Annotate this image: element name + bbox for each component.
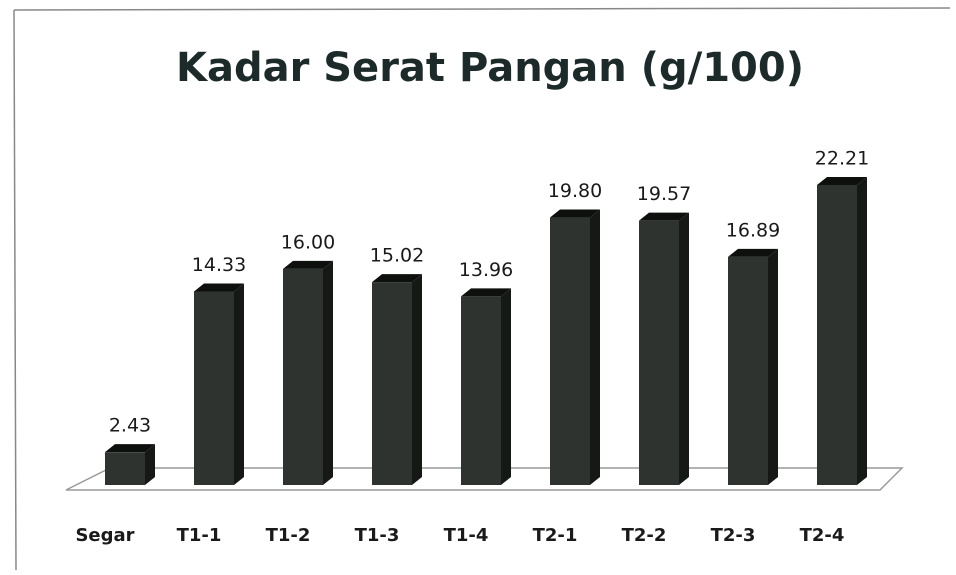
bar [105, 452, 145, 485]
frame-left [13, 9, 17, 571]
x-tick-label: T1-3 [355, 525, 400, 546]
bar [461, 296, 501, 485]
bar-side [590, 209, 600, 485]
bar-top [283, 260, 333, 269]
x-tick-label: T2-4 [800, 525, 845, 546]
floor [65, 467, 904, 491]
x-tick-label: T1-1 [177, 525, 222, 546]
bar-top [550, 209, 600, 218]
bar-top [639, 212, 689, 221]
value-label: 16.00 [281, 231, 335, 253]
x-tick-label: T2-1 [533, 525, 578, 546]
value-label: 14.33 [192, 254, 246, 276]
bar-top [194, 283, 244, 292]
x-tick-label: T2-3 [711, 525, 756, 546]
value-label: 15.02 [370, 245, 424, 267]
bar-side [323, 260, 333, 485]
bar-top [372, 274, 422, 283]
bar-side [412, 274, 422, 485]
bar-top [728, 248, 778, 257]
bar [817, 185, 857, 485]
bar [728, 256, 768, 485]
bar-side [234, 283, 244, 485]
value-label: 19.57 [637, 183, 691, 205]
value-label: 16.89 [726, 219, 780, 241]
value-label: 22.21 [815, 148, 869, 170]
x-tick-label: Segar [75, 525, 134, 546]
bar [194, 291, 234, 485]
bar [639, 220, 679, 485]
bar [283, 268, 323, 485]
frame-top [13, 7, 951, 11]
bar [550, 217, 590, 485]
bar-side [857, 177, 867, 485]
bar [372, 282, 412, 485]
bar-side [679, 212, 689, 485]
bar-top [461, 288, 511, 297]
value-label: 13.96 [459, 259, 513, 281]
bar-top [105, 444, 155, 453]
x-tick-label: T1-2 [266, 525, 311, 546]
x-tick-label: T1-4 [444, 525, 489, 546]
x-tick-label: T2-2 [622, 525, 667, 546]
bar-side [768, 248, 778, 485]
value-label: 19.80 [548, 180, 602, 202]
bar-top [817, 177, 867, 185]
value-label: 2.43 [109, 415, 151, 437]
bar-side [145, 444, 155, 485]
chart-title: Kadar Serat Pangan (g/100) [176, 45, 804, 91]
bar-side [501, 288, 511, 485]
